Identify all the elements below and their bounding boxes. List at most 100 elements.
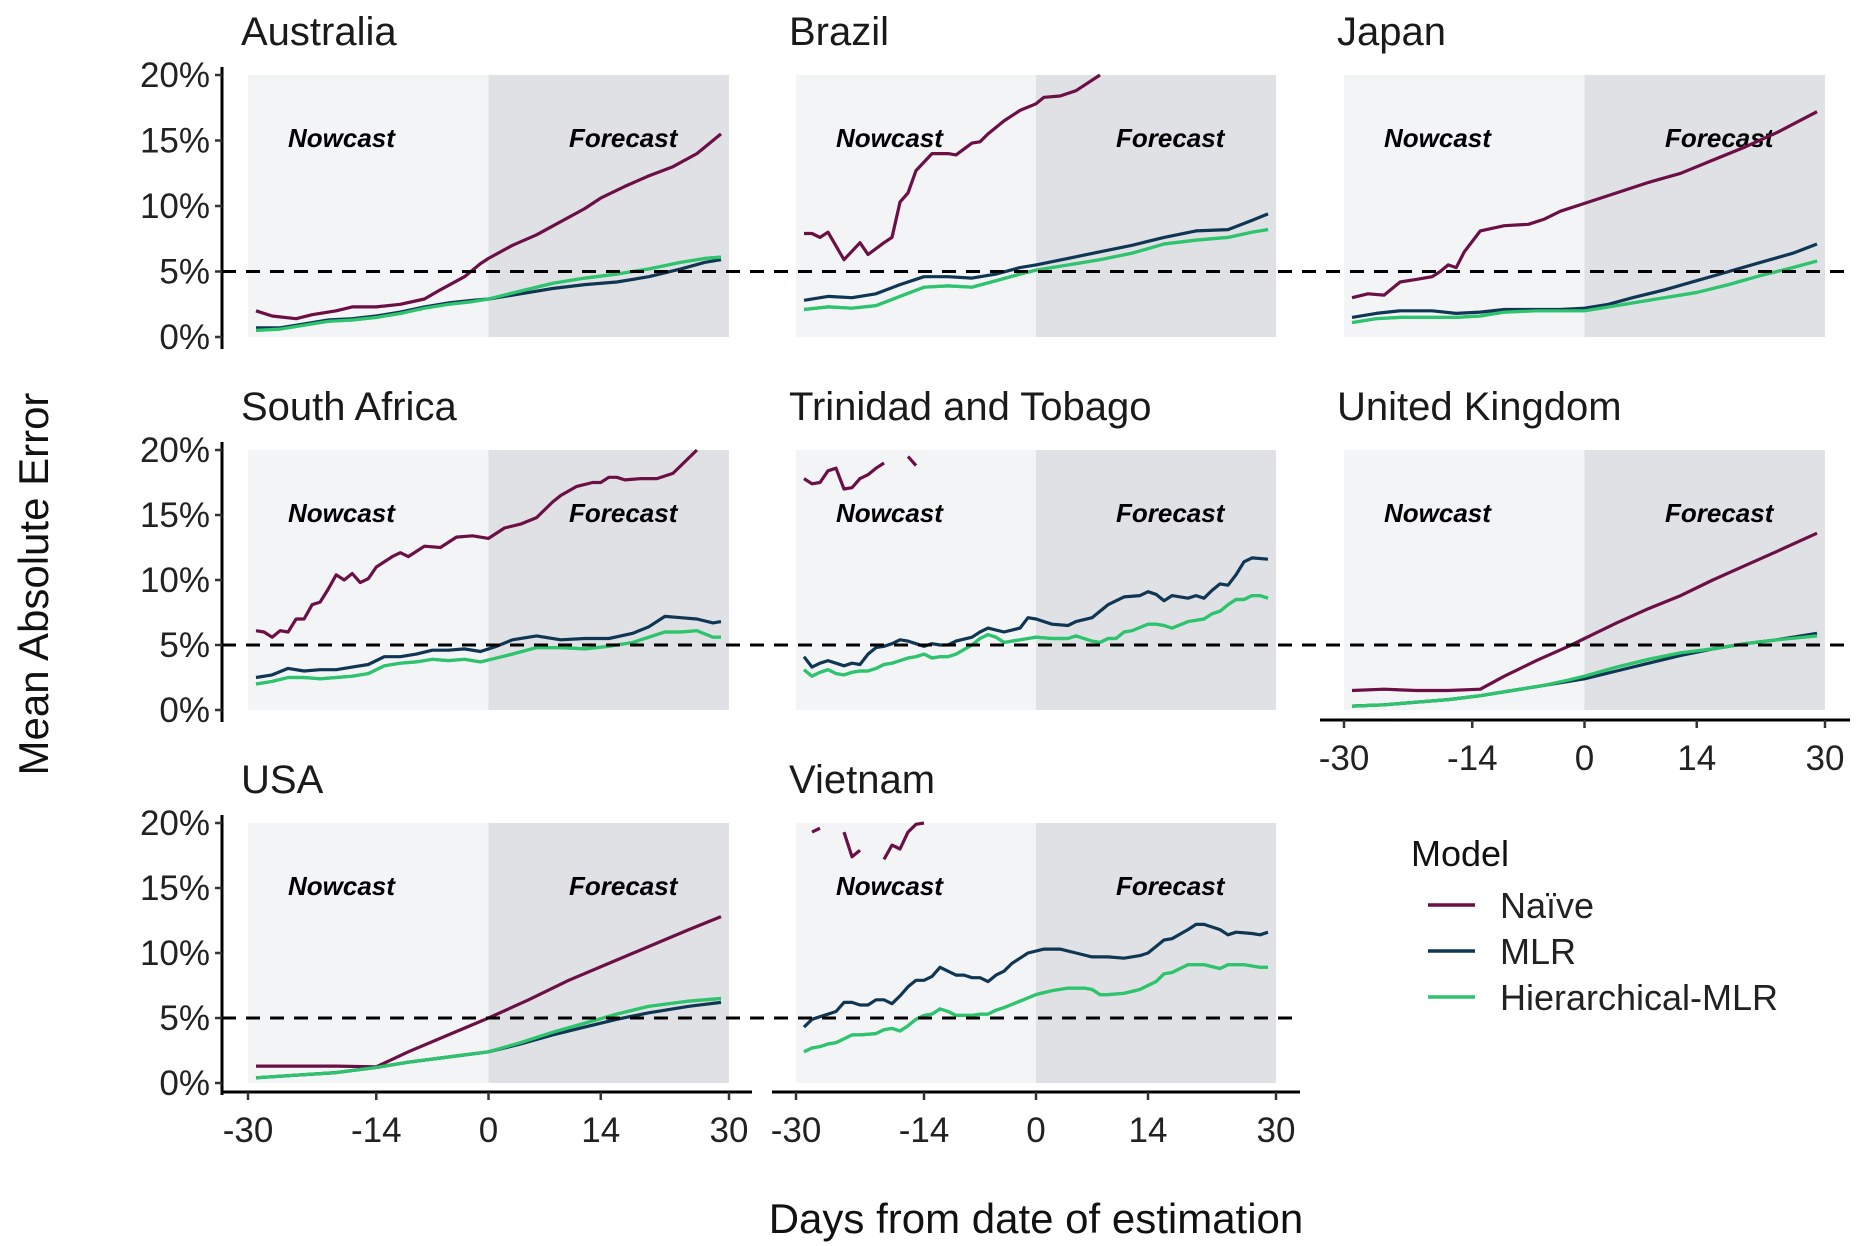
- series-mlr: [803, 212, 1269, 302]
- y-tick-label: 10%: [140, 187, 210, 226]
- y-tick-label: 15%: [140, 869, 210, 908]
- legend-title: Model: [1411, 833, 1509, 874]
- y-tick-label: 15%: [140, 122, 210, 161]
- panel-title: Brazil: [789, 10, 889, 54]
- panel-united-kingdom: Nowcast Forecast United Kingdom: [1337, 385, 1825, 710]
- x-tick-label: 0: [1026, 1111, 1045, 1150]
- region-nowcast: [1344, 75, 1585, 337]
- legend-label: Naïve: [1500, 885, 1594, 926]
- x-tick-label: -14: [899, 1111, 950, 1150]
- series-mlr: [255, 614, 722, 680]
- x-tick-label: -14: [1447, 739, 1498, 778]
- region-forecast: [1584, 75, 1825, 337]
- legend-label: Hierarchical-MLR: [1500, 977, 1778, 1018]
- series-hierarchical-mlr-overlay: [803, 228, 1269, 312]
- y-tick-label: 10%: [140, 561, 210, 600]
- x-tick-label: -30: [223, 1111, 274, 1150]
- series-hierarchical-mlr-overlay: [803, 963, 1268, 1054]
- region-forecast: [488, 75, 729, 337]
- region-label-forecast: Forecast: [1116, 123, 1226, 153]
- x-axis-title: Days from date of estimation: [769, 1195, 1304, 1242]
- region-label-forecast: Forecast: [1665, 123, 1775, 153]
- legend-item-nave: Naïve: [1428, 885, 1594, 926]
- x-tick-label: -14: [351, 1111, 402, 1150]
- series-hierarchical-mlr-overlay: [802, 594, 1269, 678]
- region-label-forecast: Forecast: [569, 123, 679, 153]
- region-label-forecast: Forecast: [1665, 498, 1775, 528]
- region-label-nowcast: Nowcast: [288, 871, 396, 901]
- panel-south-africa: Nowcast Forecast South Africa: [241, 385, 729, 710]
- panel-title: Vietnam: [789, 758, 935, 802]
- series-mlr: [1351, 242, 1818, 319]
- panels-layer: Nowcast Forecast Australia Nowcast Forecast B…: [241, 10, 1825, 1083]
- panel-title: United Kingdom: [1337, 385, 1622, 429]
- panel-title: Trinidad and Tobago: [789, 385, 1152, 429]
- y-tick-label: 0%: [159, 691, 210, 730]
- region-nowcast: [796, 823, 1036, 1083]
- panel-australia: Nowcast Forecast Australia: [241, 10, 729, 337]
- series-naive: [906, 455, 918, 467]
- series-hierarchical-mlr-overlay: [255, 255, 722, 332]
- panel-title: Japan: [1337, 10, 1446, 54]
- region-nowcast: [248, 75, 489, 337]
- y-tick-label: 15%: [140, 496, 210, 535]
- panel-title: South Africa: [241, 385, 457, 429]
- series-hierarchical-mlr-overlay: [255, 996, 722, 1080]
- x-tick-label: 30: [710, 1111, 749, 1150]
- panel-vietnam: Nowcast Forecast Vietnam: [789, 758, 1276, 1083]
- region-label-forecast: Forecast: [1116, 498, 1226, 528]
- legend: Model Naïve MLR Hierarchical-MLR: [1411, 833, 1778, 1018]
- panel-title: Australia: [241, 10, 397, 54]
- region-label-nowcast: Nowcast: [288, 123, 396, 153]
- legend-items: Naïve MLR Hierarchical-MLR: [1428, 885, 1778, 1018]
- region-label-nowcast: Nowcast: [836, 498, 944, 528]
- x-tick-label: -30: [771, 1111, 822, 1150]
- series-naive: [1351, 110, 1818, 300]
- x-tick-label: 30: [1257, 1111, 1296, 1150]
- x-tick-label: 14: [1129, 1111, 1168, 1150]
- x-tick-label: 14: [1677, 739, 1716, 778]
- series-naive: [255, 448, 699, 639]
- legend-item-mlr: MLR: [1428, 931, 1576, 972]
- region-nowcast: [796, 450, 1036, 710]
- series-hierarchical-mlr-overlay: [1351, 634, 1818, 708]
- panel-title: USA: [241, 758, 324, 802]
- y-tick-label: 5%: [159, 626, 210, 665]
- y-tick-label: 0%: [159, 318, 210, 357]
- series-naive: [882, 821, 925, 861]
- y-tick-label: 20%: [140, 56, 210, 95]
- x-tick-label: 30: [1806, 739, 1845, 778]
- region-label-nowcast: Nowcast: [1384, 498, 1492, 528]
- series-naive: [804, 73, 1101, 262]
- region-label-nowcast: Nowcast: [1384, 123, 1492, 153]
- legend-item-hierarchical-mlr: Hierarchical-MLR: [1428, 977, 1778, 1018]
- y-tick-label: 20%: [140, 431, 210, 470]
- region-label-nowcast: Nowcast: [288, 498, 396, 528]
- x-tick-label: 0: [1575, 739, 1594, 778]
- region-label-nowcast: Nowcast: [836, 123, 944, 153]
- region-label-forecast: Forecast: [1116, 871, 1226, 901]
- series-mlr: [802, 922, 1269, 1029]
- series-hierarchical-mlr-overlay: [255, 629, 721, 686]
- x-tick-label: 14: [581, 1111, 620, 1150]
- y-axis-title: Mean Absolute Error: [10, 393, 57, 776]
- series-naive: [811, 826, 821, 834]
- series-naive: [842, 831, 862, 859]
- panel-usa: Nowcast Forecast USA: [241, 758, 729, 1083]
- axes-layer: 0% 5% 10% 15% 20% 0% 5% 10% 15% 20% 0% 5% 10% 15% 20% -…: [140, 56, 1850, 1150]
- series-naive: [803, 461, 885, 491]
- region-label-forecast: Forecast: [569, 498, 679, 528]
- region-nowcast: [796, 75, 1036, 337]
- x-tick-label: -30: [1319, 739, 1370, 778]
- panel-brazil: Nowcast Forecast Brazil: [789, 10, 1276, 337]
- region-forecast: [488, 450, 729, 710]
- region-forecast: [1036, 75, 1276, 337]
- region-label-nowcast: Nowcast: [836, 871, 944, 901]
- region-forecast: [1036, 450, 1276, 710]
- y-tick-label: 10%: [140, 934, 210, 973]
- x-tick-label: 0: [479, 1111, 498, 1150]
- series-naive: [255, 132, 723, 321]
- series-naive: [1351, 531, 1818, 693]
- region-nowcast: [248, 823, 489, 1083]
